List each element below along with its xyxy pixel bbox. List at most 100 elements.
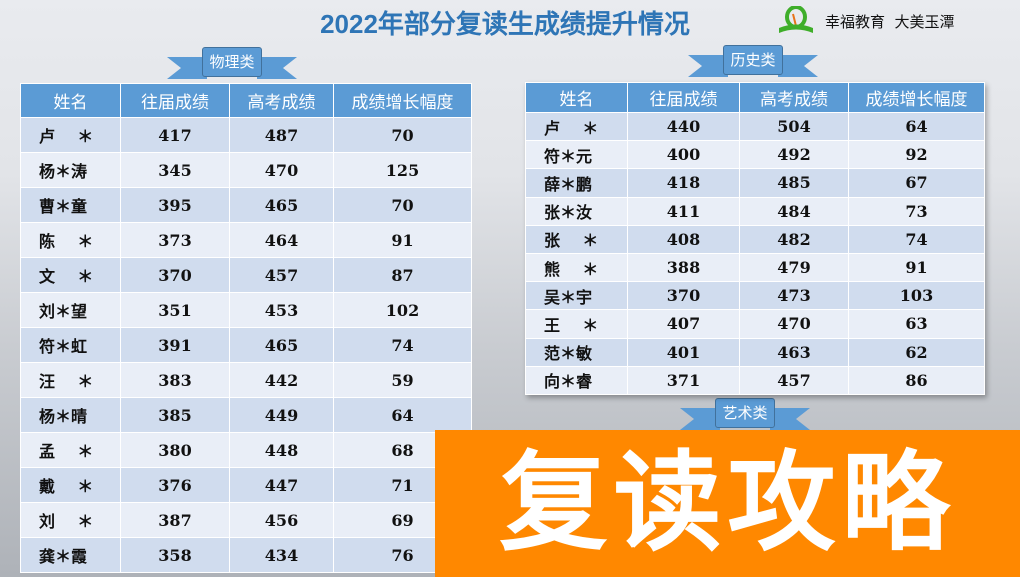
cell-gaokao: 447: [229, 467, 334, 503]
cell-gaokao: 453: [229, 292, 334, 328]
cell-prev: 345: [120, 152, 230, 188]
cell-increase: 91: [333, 222, 472, 258]
cell-name: 熊 ＊: [525, 252, 628, 283]
art-ribbon: 艺术类: [680, 398, 810, 434]
table-row: 卢 ＊ 417 487 70: [20, 117, 472, 153]
col-header-name: 姓名: [525, 82, 628, 113]
table-row: 张 ＊ 408 482 74: [525, 224, 985, 254]
cell-name: 薛＊鹏: [525, 168, 628, 198]
cell-increase: 74: [333, 327, 472, 363]
cell-prev: 373: [120, 222, 230, 258]
cell-name: 王 ＊: [525, 309, 628, 339]
cell-prev: 417: [120, 117, 230, 153]
cell-gaokao: 457: [739, 365, 849, 395]
table-row: 范＊敏 401 463 62: [525, 337, 985, 367]
cell-name: 卢 ＊: [525, 111, 628, 142]
table-row: 吴＊宇 370 473 103: [525, 281, 985, 311]
table-row: 薛＊鹏 418 485 67: [525, 168, 985, 198]
table-row: 杨＊涛 345 470 125: [20, 152, 472, 188]
page-title: 2022年部分复读生成绩提升情况: [320, 9, 690, 39]
cell-gaokao: 434: [229, 537, 334, 573]
cell-gaokao: 492: [739, 140, 849, 170]
cell-prev: 370: [120, 257, 230, 293]
col-header-gaokao: 高考成绩: [229, 83, 334, 118]
cell-prev: 371: [627, 365, 740, 395]
cell-gaokao: 484: [739, 196, 849, 226]
cell-prev: 385: [120, 397, 230, 433]
cell-increase: 62: [848, 337, 985, 367]
table-row: 曹＊童 395 465 70: [20, 187, 472, 223]
table-row: 王 ＊ 407 470 63: [525, 309, 985, 339]
table-row: 文 ＊ 370 457 87: [20, 257, 472, 293]
cell-prev: 388: [627, 252, 740, 283]
cell-increase: 91: [848, 252, 985, 283]
cell-name: 杨＊涛: [20, 152, 121, 188]
table-row: 卢 ＊ 440 504 64: [525, 111, 985, 142]
cell-increase: 92: [848, 140, 985, 170]
logo: 幸福教育 大美玉潭: [775, 5, 955, 36]
cell-increase: 86: [848, 365, 985, 395]
cell-increase: 64: [333, 397, 472, 433]
col-header-prev: 往届成绩: [627, 82, 740, 113]
cell-prev: 391: [120, 327, 230, 363]
cell-name: 曹＊童: [20, 187, 121, 223]
cell-prev: 370: [627, 281, 740, 311]
cell-name: 范＊敏: [525, 337, 628, 367]
cell-name: 符＊虹: [20, 327, 121, 363]
col-header-increase: 成绩增长幅度: [848, 82, 985, 113]
table-row: 汪 ＊ 383 442 59: [20, 362, 472, 398]
cell-name: 刘＊望: [20, 292, 121, 328]
header-row: 姓名 往届成绩 高考成绩 成绩增长幅度: [20, 83, 472, 118]
header-row: 姓名 往届成绩 高考成绩 成绩增长幅度: [525, 82, 985, 113]
cell-gaokao: 463: [739, 337, 849, 367]
cell-increase: 70: [333, 187, 472, 223]
sprout-book-logo-icon: [775, 5, 817, 36]
cell-prev: 395: [120, 187, 230, 223]
cell-gaokao: 470: [739, 309, 849, 339]
logo-text: 幸福教育 大美玉潭: [825, 12, 955, 31]
cell-gaokao: 457: [229, 257, 334, 293]
cell-name: 杨＊晴: [20, 397, 121, 433]
cell-gaokao: 442: [229, 362, 334, 398]
cell-prev: 400: [627, 140, 740, 170]
cell-gaokao: 504: [739, 111, 849, 142]
table-row: 杨＊晴 385 449 64: [20, 397, 472, 433]
col-header-prev: 往届成绩: [120, 83, 230, 118]
cell-gaokao: 473: [739, 281, 849, 311]
cell-prev: 383: [120, 362, 230, 398]
promo-banner[interactable]: 复读攻略: [435, 430, 1020, 577]
cell-gaokao: 456: [229, 502, 334, 538]
cell-prev: 351: [120, 292, 230, 328]
cell-increase: 70: [333, 117, 472, 153]
cell-increase: 59: [333, 362, 472, 398]
physics-table: 姓名 往届成绩 高考成绩 成绩增长幅度 卢 ＊ 417 487 70 杨＊涛 345 470…: [20, 83, 472, 573]
table-row: 熊 ＊ 388 479 91: [525, 252, 985, 283]
cell-increase: 102: [333, 292, 472, 328]
table-row: 龚＊霞 358 434 76: [20, 537, 472, 573]
table-row: 陈 ＊ 373 464 91: [20, 222, 472, 258]
cell-gaokao: 464: [229, 222, 334, 258]
cell-name: 向＊睿: [525, 365, 628, 395]
history-ribbon: 历史类: [688, 45, 818, 81]
cell-gaokao: 485: [739, 168, 849, 198]
cell-increase: 87: [333, 257, 472, 293]
cell-name: 刘 ＊: [20, 502, 121, 538]
cell-name: 文 ＊: [20, 257, 121, 293]
cell-gaokao: 470: [229, 152, 334, 188]
cell-name: 张 ＊: [525, 224, 628, 254]
cell-prev: 440: [627, 111, 740, 142]
cell-name: 符＊元: [525, 140, 628, 170]
cell-prev: 407: [627, 309, 740, 339]
history-table: 姓名 往届成绩 高考成绩 成绩增长幅度 卢 ＊ 440 504 64 符＊元 400 492…: [525, 82, 985, 395]
cell-increase: 103: [848, 281, 985, 311]
cell-prev: 411: [627, 196, 740, 226]
cell-gaokao: 487: [229, 117, 334, 153]
cell-name: 吴＊宇: [525, 281, 628, 311]
history-label: 历史类: [723, 45, 783, 75]
table-row: 向＊睿 371 457 86: [525, 365, 985, 395]
cell-gaokao: 448: [229, 432, 334, 468]
cell-name: 张＊汝: [525, 196, 628, 226]
table-row: 戴 ＊ 376 447 71: [20, 467, 472, 503]
physics-ribbon: 物理类: [167, 47, 297, 83]
col-header-gaokao: 高考成绩: [739, 82, 849, 113]
